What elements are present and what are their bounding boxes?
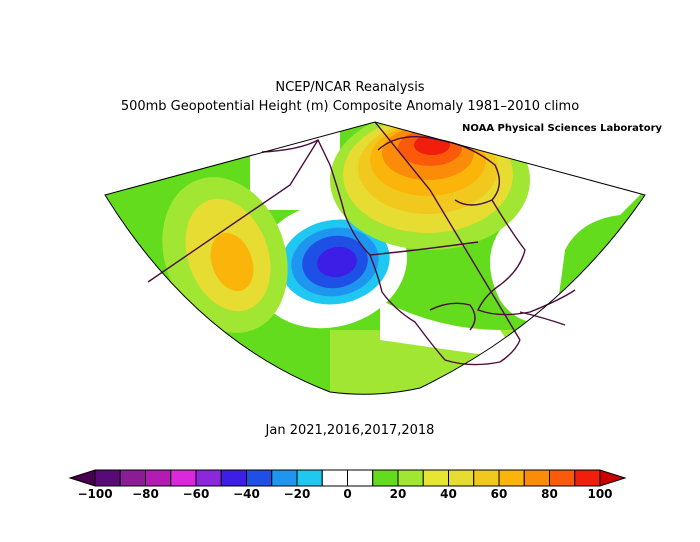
colorbar-tick-label: 60	[490, 487, 508, 501]
west-coast	[261, 139, 521, 366]
colorbar-tick-label: 100	[587, 487, 613, 501]
colorbar-tick-label: −60	[182, 487, 210, 501]
composite-dates: Jan 2021,2016,2017,2018	[265, 423, 435, 438]
colorbar-bin	[220, 469, 247, 487]
colorbar-tick-label: −100	[77, 487, 113, 501]
colorbar-under-arrow	[68, 469, 96, 487]
colorbar-bin	[321, 469, 348, 487]
east-coast	[477, 199, 576, 316]
pacific-anomaly-core	[210, 232, 254, 292]
colorbar-bin	[145, 469, 172, 487]
anomaly-region-zero-south	[380, 300, 520, 360]
gulf-coast	[429, 302, 476, 331]
colorbar-bin	[296, 469, 323, 487]
colorbar-tick-label: −40	[233, 487, 260, 501]
colorbar-bin	[170, 469, 197, 487]
colorbar-bins	[94, 469, 601, 487]
map-frame	[104, 121, 646, 395]
chart-title: NCEP/NCAR Reanalysis	[275, 80, 425, 95]
colorbar-bin	[498, 469, 525, 487]
colorbar-bin	[523, 469, 550, 487]
colorbar-tick-label: 80	[541, 487, 558, 501]
colorbar-bin	[195, 469, 222, 487]
boundary-lines	[147, 121, 521, 341]
colorbar-tick-label: −20	[283, 487, 311, 501]
coastlines	[261, 135, 576, 366]
colorbar-bin	[347, 469, 374, 487]
colorbar-bin	[448, 469, 475, 487]
colorbar-bin	[119, 469, 146, 487]
boundary-line-east	[374, 121, 521, 341]
colorbar-bin	[574, 469, 601, 487]
colorbar-tick-label: 0	[343, 487, 352, 501]
colorbar-bin	[94, 469, 121, 487]
colorbar-bin	[397, 469, 424, 487]
caribbean	[519, 311, 566, 326]
colorbar-bin	[372, 469, 399, 487]
colorbar-over-arrow	[599, 469, 627, 487]
colorbar-tick-label: 40	[440, 487, 457, 501]
hudson-bay-coast	[377, 135, 500, 206]
colorbar-bin	[271, 469, 298, 487]
anomaly-region-zero-east	[490, 150, 645, 323]
colorbar-bin	[549, 469, 576, 487]
border-us-canada	[369, 241, 479, 256]
colorbar-tick-label: 20	[389, 487, 407, 501]
negative-anomaly-core	[317, 246, 357, 278]
colorbar-tick-label: −80	[132, 487, 159, 501]
colorbar-bin	[246, 469, 273, 487]
colorbar-bin	[473, 469, 500, 487]
colorbar-bin	[422, 469, 449, 487]
credit-label: NOAA Physical Sciences Laboratory	[462, 123, 663, 134]
boundary-line-west	[147, 139, 319, 283]
chart-subtitle-variable: 500mb Geopotential Height (m) Composite …	[120, 99, 580, 114]
